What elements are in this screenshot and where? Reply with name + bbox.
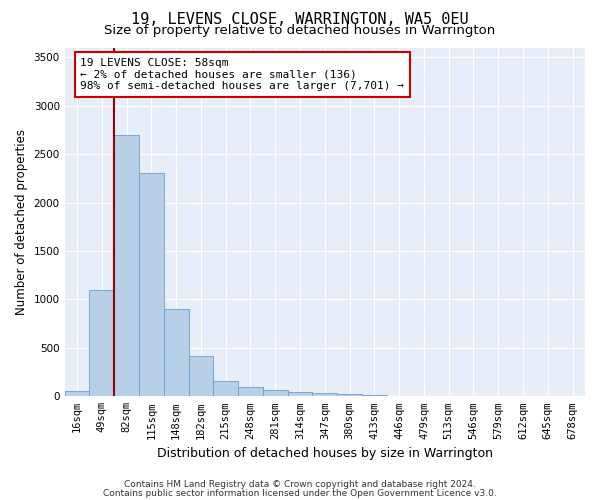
Text: Contains HM Land Registry data © Crown copyright and database right 2024.: Contains HM Land Registry data © Crown c…	[124, 480, 476, 489]
Y-axis label: Number of detached properties: Number of detached properties	[15, 129, 28, 315]
Text: Contains public sector information licensed under the Open Government Licence v3: Contains public sector information licen…	[103, 488, 497, 498]
Bar	[238, 386, 263, 396]
Bar	[164, 309, 188, 396]
Text: 19, LEVENS CLOSE, WARRINGTON, WA5 0EU: 19, LEVENS CLOSE, WARRINGTON, WA5 0EU	[131, 12, 469, 28]
Bar	[214, 381, 238, 396]
X-axis label: Distribution of detached houses by size in Warrington: Distribution of detached houses by size …	[157, 447, 493, 460]
Bar	[313, 394, 337, 396]
Bar	[114, 134, 139, 396]
Bar	[188, 356, 214, 397]
Bar	[89, 290, 114, 397]
Bar	[65, 392, 89, 396]
Bar	[287, 392, 313, 396]
Bar	[139, 174, 164, 396]
Text: Size of property relative to detached houses in Warrington: Size of property relative to detached ho…	[104, 24, 496, 37]
Bar	[337, 394, 362, 396]
Bar	[263, 390, 287, 396]
Text: 19 LEVENS CLOSE: 58sqm
← 2% of detached houses are smaller (136)
98% of semi-det: 19 LEVENS CLOSE: 58sqm ← 2% of detached …	[80, 58, 404, 91]
